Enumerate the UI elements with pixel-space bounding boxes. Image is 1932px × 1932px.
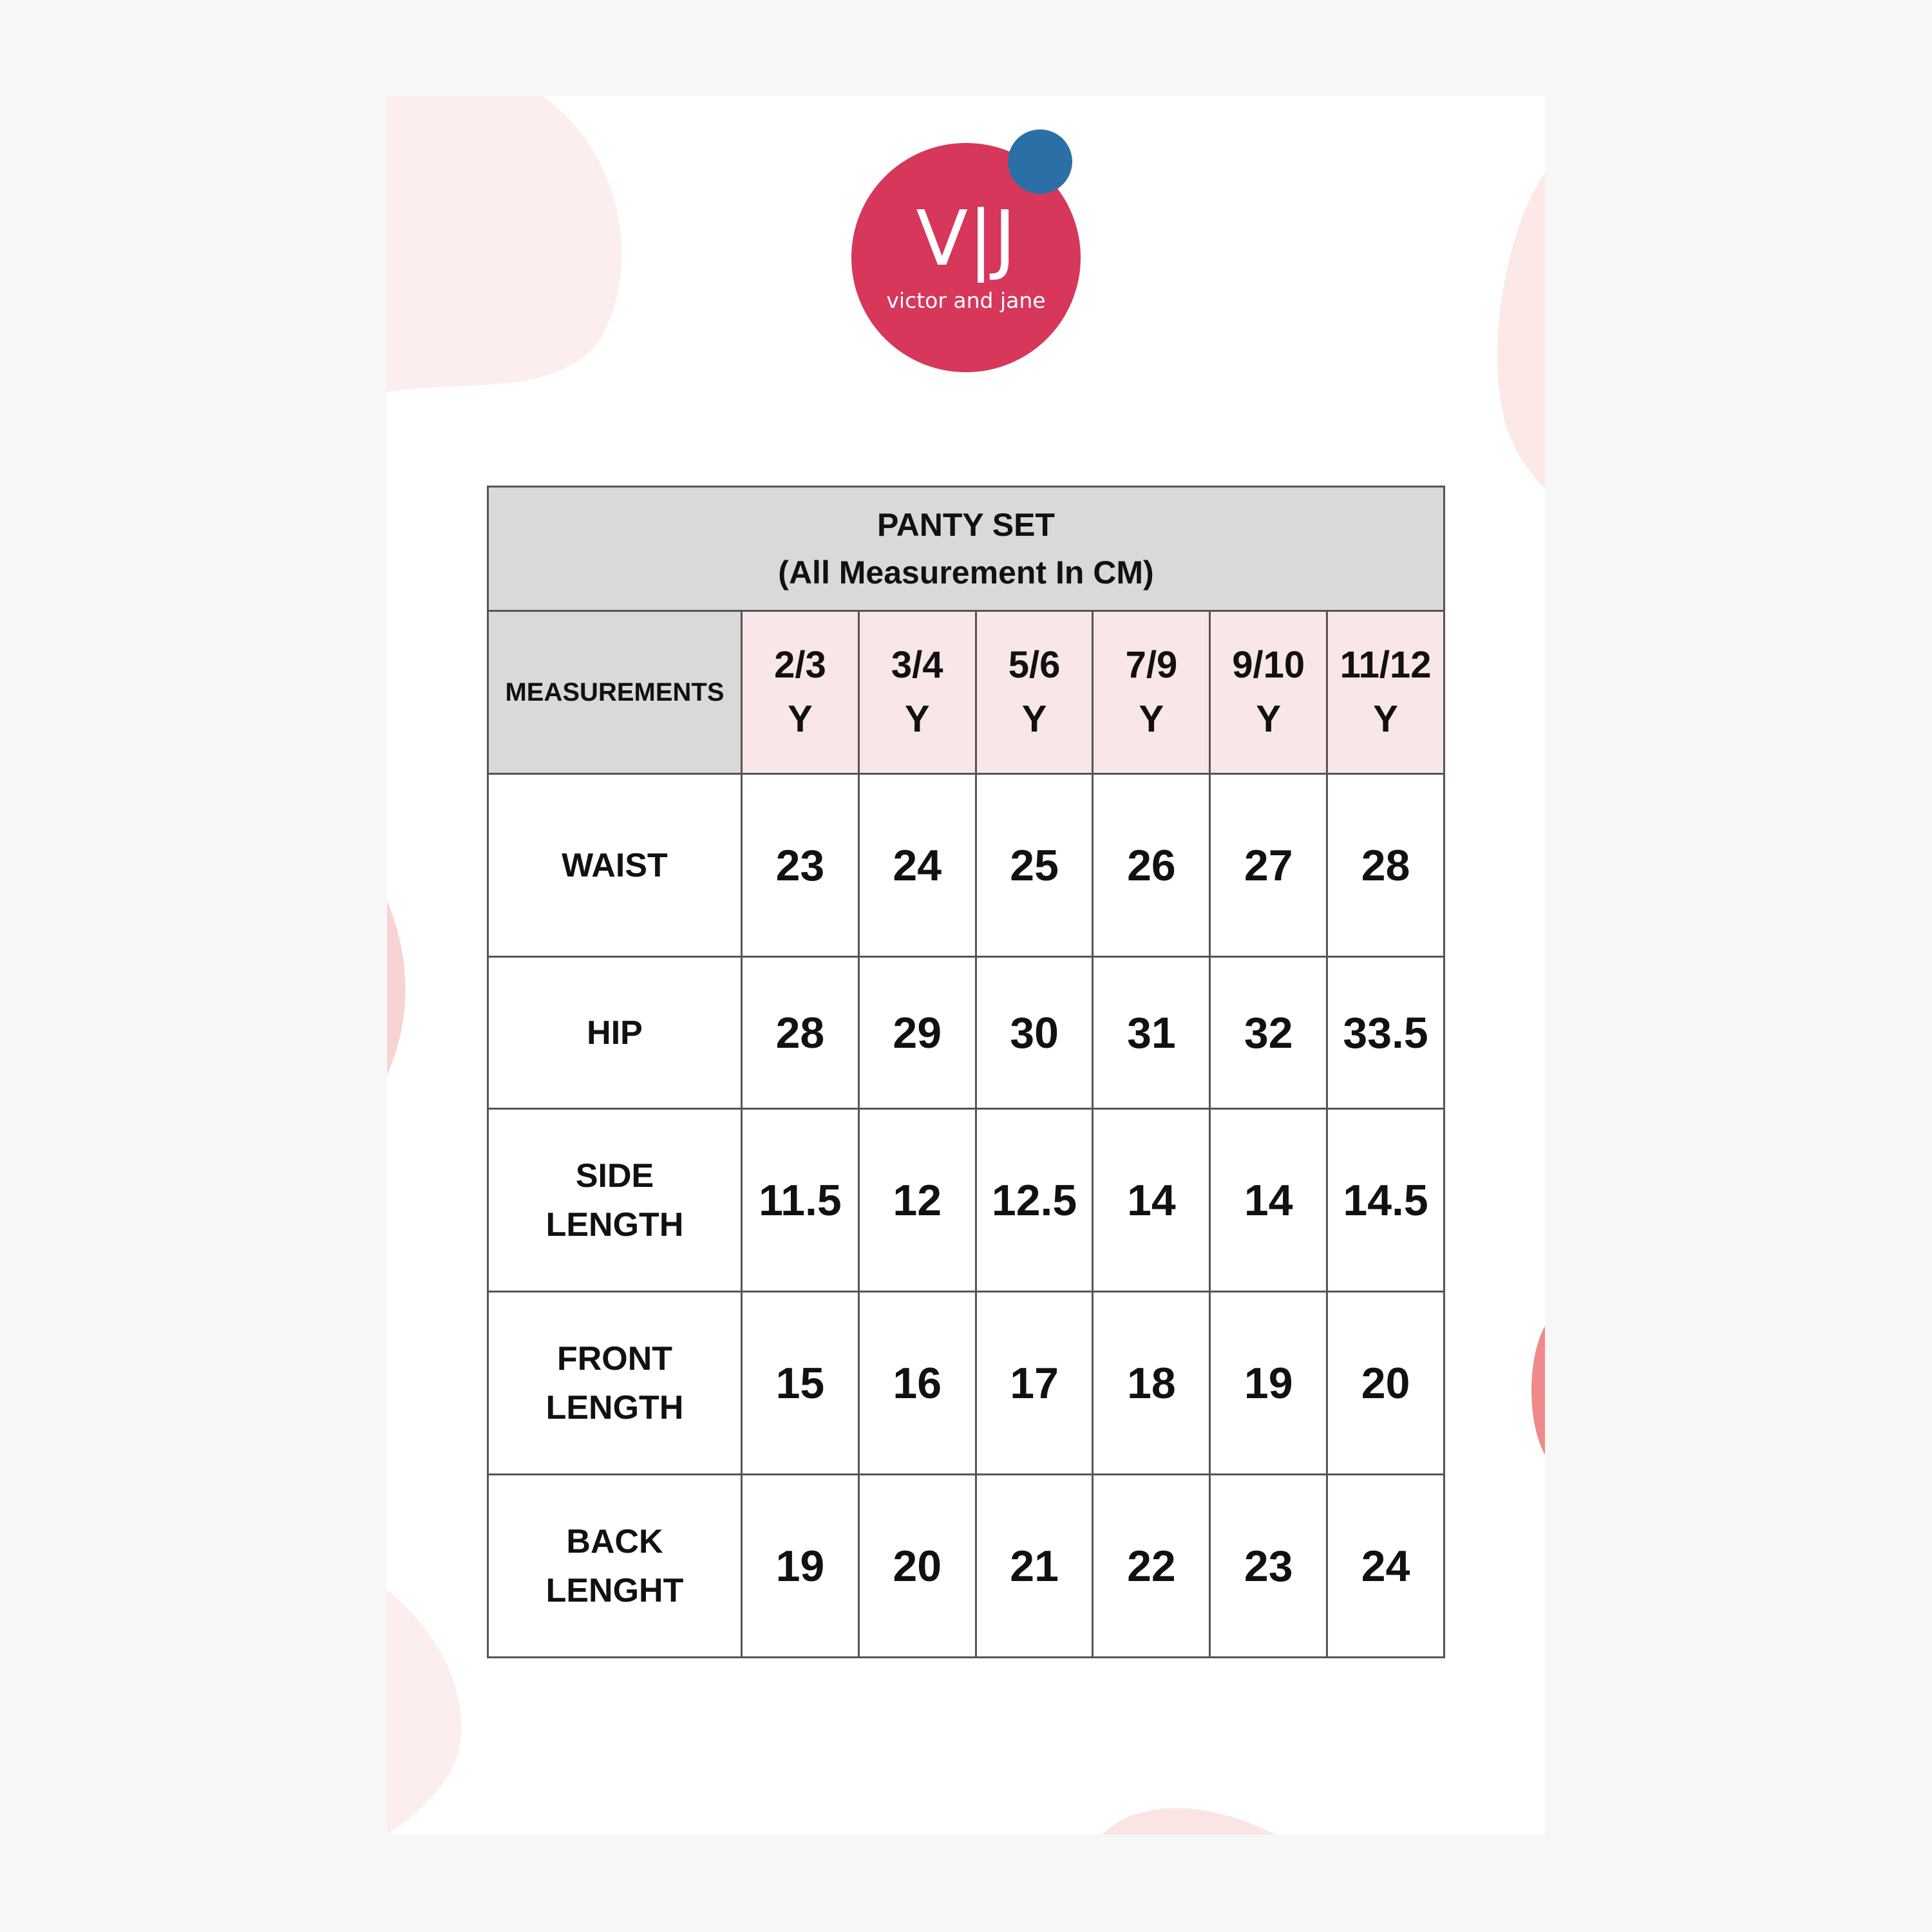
- row-label-line: HIP: [587, 1014, 643, 1052]
- logo-monogram: V|J: [916, 194, 1016, 283]
- measurements-header: MEASUREMENTS: [487, 610, 743, 775]
- size-header-line: 3/4: [891, 644, 943, 686]
- size-chart-table: PANTY SET (All Measurement In CM) MEASUR…: [487, 486, 1445, 1658]
- table-row: BACK LENGHT 19 20 21 22 23 24: [487, 1473, 1445, 1658]
- measurement-cell: 12.5: [974, 1108, 1094, 1293]
- size-header-line: 11/12: [1340, 644, 1432, 686]
- measurement-cell: 33.5: [1326, 956, 1445, 1110]
- logo-brand-name: victor and jane: [886, 288, 1046, 313]
- size-header-line: Y: [1373, 698, 1398, 740]
- measurement-cell: 25: [974, 773, 1094, 958]
- size-header: 2/3 Y: [741, 610, 860, 775]
- size-header-row: MEASUREMENTS 2/3 Y 3/4 Y 5/6 Y 7/9 Y 9/10 Y 11/12 Y: [487, 610, 1445, 775]
- blob-bottom-left: [387, 1590, 462, 1835]
- size-header-line: Y: [904, 698, 930, 740]
- table-row: HIP 28 29 30 31 32 33.5: [487, 956, 1445, 1110]
- measurement-cell: 19: [1209, 1291, 1329, 1475]
- size-header: 5/6 Y: [974, 610, 1094, 775]
- measurement-cell: 28: [741, 956, 860, 1110]
- logo-dot: [1008, 129, 1072, 194]
- measurement-cell: 20: [857, 1473, 977, 1658]
- row-label-line: SIDE: [575, 1157, 654, 1195]
- blob-bottom-center: [1102, 1808, 1276, 1835]
- size-header-line: 2/3: [774, 644, 826, 686]
- blob-right-lower: [1531, 1326, 1545, 1455]
- size-header-line: Y: [1256, 698, 1282, 740]
- measurement-cell: 26: [1092, 773, 1211, 958]
- row-label-line: LENGHT: [545, 1571, 684, 1609]
- blob-top-left: [387, 96, 622, 392]
- table-row: SIDE LENGTH 11.5 12 12.5 14 14 14.5: [487, 1108, 1445, 1293]
- measurement-cell: 11.5: [741, 1108, 860, 1293]
- table-title-row: PANTY SET (All Measurement In CM): [487, 486, 1445, 612]
- row-label-line: LENGTH: [545, 1206, 684, 1244]
- measurement-cell: 17: [974, 1291, 1094, 1475]
- row-label: BACK LENGHT: [487, 1473, 743, 1658]
- measurement-cell: 27: [1209, 773, 1329, 958]
- size-header-line: Y: [1139, 698, 1164, 740]
- row-label: FRONT LENGTH: [487, 1291, 743, 1475]
- measurement-cell: 23: [741, 773, 860, 958]
- table-subtitle: (All Measurement In CM): [778, 554, 1154, 591]
- row-label: WAIST: [487, 773, 743, 958]
- row-label-line: WAIST: [562, 846, 668, 884]
- measurement-cell: 32: [1209, 956, 1329, 1110]
- table-title-text: PANTY SET: [877, 507, 1055, 543]
- measurement-cell: 12: [857, 1108, 977, 1293]
- row-label-line: BACK: [566, 1522, 663, 1560]
- measurement-cell: 30: [974, 956, 1094, 1110]
- table-title: PANTY SET (All Measurement In CM): [487, 486, 1445, 612]
- measurement-cell: 14: [1092, 1108, 1211, 1293]
- row-label: HIP: [487, 956, 743, 1110]
- measurement-cell: 14: [1209, 1108, 1329, 1293]
- measurement-cell: 21: [974, 1473, 1094, 1658]
- size-header-line: Y: [788, 698, 813, 740]
- size-header-line: 5/6: [1008, 644, 1061, 686]
- row-label-line: FRONT: [556, 1340, 673, 1378]
- size-header: 3/4 Y: [857, 610, 977, 775]
- measurement-cell: 29: [857, 956, 977, 1110]
- size-header-line: 7/9: [1125, 644, 1178, 686]
- measurement-cell: 15: [741, 1291, 860, 1475]
- row-label-line: LENGTH: [545, 1388, 684, 1426]
- blob-right-top: [1497, 173, 1545, 489]
- size-header: 9/10 Y: [1209, 610, 1329, 775]
- measurement-cell: 16: [857, 1291, 977, 1475]
- table-row: FRONT LENGTH 15 16 17 18 19 20: [487, 1291, 1445, 1475]
- measurement-cell: 14.5: [1326, 1108, 1445, 1293]
- size-header: 7/9 Y: [1092, 610, 1211, 775]
- measurement-cell: 18: [1092, 1291, 1211, 1475]
- size-header-line: Y: [1021, 698, 1047, 740]
- measurement-cell: 19: [741, 1473, 860, 1658]
- decorative-blobs: [387, 96, 1545, 1835]
- measurement-cell: 28: [1326, 773, 1445, 958]
- size-header: 11/12 Y: [1326, 610, 1445, 775]
- measurement-cell: 22: [1092, 1473, 1211, 1658]
- size-header-line: 9/10: [1232, 644, 1305, 686]
- table-row: WAIST 23 24 25 26 27 28: [487, 773, 1445, 958]
- blob-left-mid: [387, 901, 406, 1075]
- measurement-cell: 31: [1092, 956, 1211, 1110]
- row-label: SIDE LENGTH: [487, 1108, 743, 1293]
- measurement-cell: 20: [1326, 1291, 1445, 1475]
- measurement-cell: 24: [1326, 1473, 1445, 1658]
- measurement-cell: 23: [1209, 1473, 1329, 1658]
- measurement-cell: 24: [857, 773, 977, 958]
